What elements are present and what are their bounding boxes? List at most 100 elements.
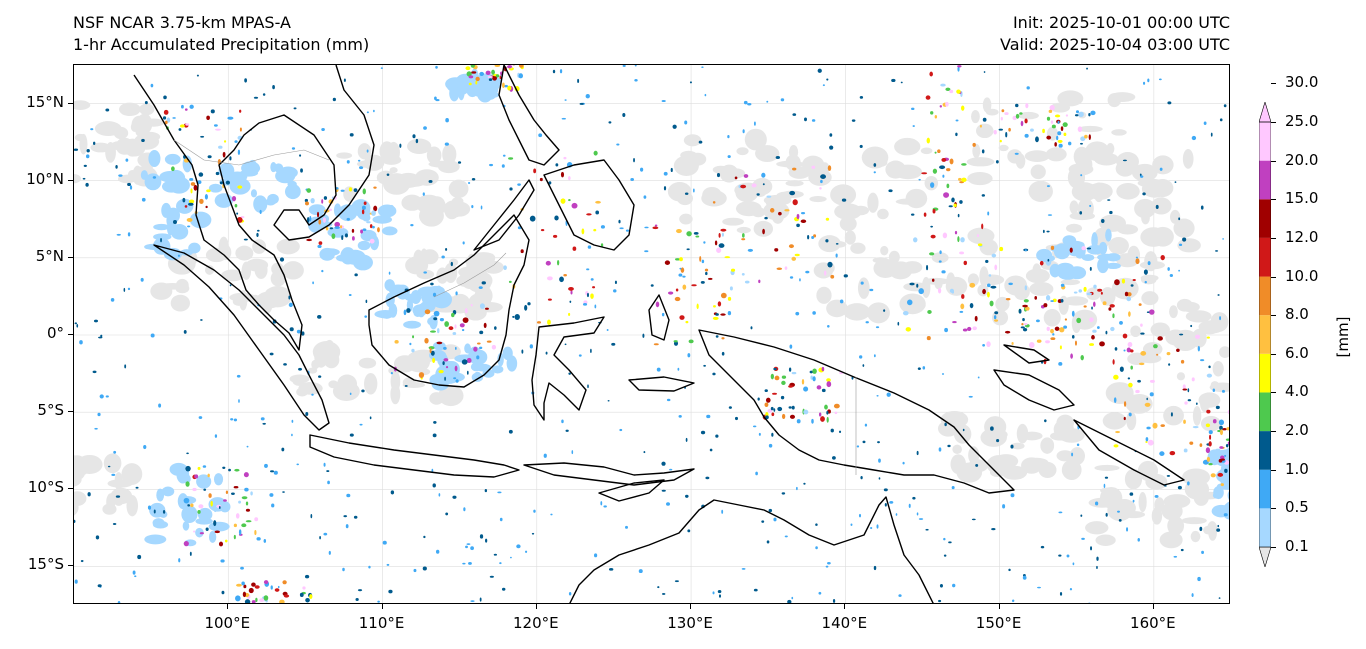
rain-cell [1113, 374, 1119, 380]
rain-cell [975, 463, 979, 467]
rain-cell [288, 302, 293, 308]
lon-tick-mark [381, 604, 383, 609]
rain-cell [788, 385, 794, 388]
rain-cell [753, 121, 756, 126]
rain-cell [480, 205, 483, 210]
rain-cell [996, 439, 1000, 443]
rain-cell [1057, 131, 1062, 136]
rain-cell [1212, 492, 1221, 499]
rain-cell [291, 419, 294, 423]
rain-cell [1199, 526, 1203, 532]
rain-cell [349, 133, 354, 137]
rain-cell [183, 540, 189, 547]
rain-cell [470, 65, 475, 68]
coastline-java [309, 434, 520, 478]
rain-cell [762, 228, 765, 235]
rain-cell [251, 600, 256, 603]
rain-cell [1050, 120, 1054, 124]
rain-cell [462, 241, 465, 245]
rain-cell [755, 145, 780, 163]
rain-cell [192, 487, 197, 492]
rain-cell [712, 372, 716, 376]
rain-cell [614, 280, 617, 285]
rain-cell [577, 78, 580, 84]
rain-cell [859, 144, 863, 149]
rain-cell [461, 328, 465, 332]
rain-cell [388, 271, 391, 275]
rain-cell [948, 205, 953, 208]
rain-cell [931, 278, 935, 282]
rain-cell [545, 260, 551, 266]
rain-cell [1069, 247, 1073, 253]
rain-cell [1078, 289, 1083, 293]
rain-cell [1005, 297, 1011, 301]
rain-cell [245, 501, 249, 506]
rain-cell [1043, 308, 1061, 327]
rain-cell [1212, 419, 1217, 424]
rain-cell [967, 326, 972, 331]
rain-cell [305, 597, 310, 603]
rain-cell [678, 273, 683, 277]
rain-cell [94, 427, 98, 430]
rain-cell [1203, 526, 1213, 535]
rain-cell [1092, 329, 1097, 333]
rain-cell [1205, 447, 1211, 454]
rain-cell [1115, 160, 1135, 177]
rain-cell [1069, 587, 1073, 591]
rain-cell [1045, 295, 1051, 301]
rain-cell [1046, 116, 1051, 121]
rain-cell [189, 211, 212, 229]
rain-cell [1126, 411, 1137, 431]
rain-cell [1002, 504, 1006, 509]
rain-cell [1176, 298, 1193, 312]
rain-cell [421, 212, 433, 222]
rain-cell [481, 281, 486, 285]
rain-cell [236, 374, 241, 378]
lat-tick-label: 15°S [27, 555, 64, 574]
rain-cell [673, 340, 678, 343]
rain-cell [729, 286, 733, 291]
rain-cell [190, 182, 196, 186]
rain-cell [357, 143, 372, 160]
rain-cell [1089, 266, 1092, 271]
rain-cell [774, 375, 780, 381]
rain-cell [776, 267, 783, 271]
colorbar-unit: [mm] [1334, 316, 1352, 358]
rain-cell [270, 270, 286, 287]
rain-cell [412, 335, 415, 339]
colorbar-segment [1259, 276, 1271, 316]
rain-cell [652, 226, 659, 230]
rain-cell [320, 248, 340, 256]
rain-cell [954, 230, 958, 235]
rain-cell [769, 208, 775, 213]
lon-tick-label: 120°E [512, 614, 559, 632]
rain-cell [1142, 192, 1146, 196]
rain-cell [1127, 342, 1133, 348]
coastlines [133, 65, 1185, 603]
rain-cell [1224, 454, 1227, 457]
rain-cell [244, 487, 249, 492]
rain-cell [198, 504, 204, 509]
rain-cell [170, 294, 190, 312]
rain-cell [977, 243, 983, 247]
rain-cell [246, 164, 261, 173]
rain-cell [234, 468, 240, 472]
rain-cell [1014, 152, 1019, 155]
rain-cell [494, 326, 497, 330]
rain-cell [961, 105, 965, 111]
rain-cell [1122, 159, 1127, 162]
rain-cell [289, 327, 294, 332]
rain-cell [196, 74, 199, 77]
rain-cell [1182, 388, 1188, 391]
rain-cell [957, 66, 960, 72]
rain-cell [578, 354, 582, 357]
coastline-visayas-mindanao [543, 159, 635, 251]
rain-cell [961, 163, 967, 166]
rain-cell [141, 138, 145, 143]
rain-cell [677, 367, 680, 371]
rain-cell [1223, 104, 1227, 108]
rain-cell [1129, 492, 1134, 496]
rain-cell [277, 585, 280, 589]
rain-cell [433, 317, 438, 321]
rain-cell [206, 189, 211, 193]
